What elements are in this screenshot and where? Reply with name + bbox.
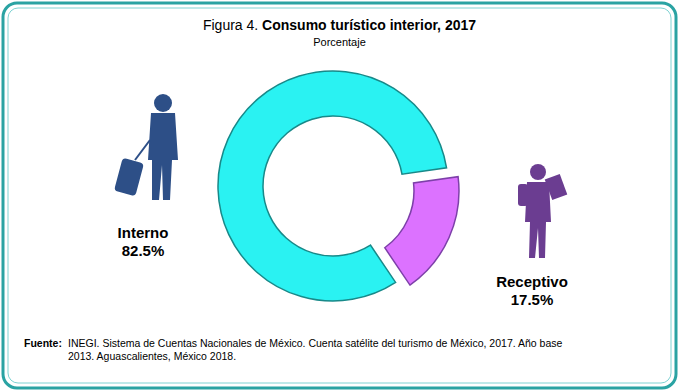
donut bbox=[218, 71, 459, 301]
icon-head bbox=[154, 94, 172, 112]
icon-suitcase bbox=[114, 158, 144, 197]
icon-traveler-right bbox=[518, 164, 567, 258]
source: Fuente: INEGI. Sistema de Cuentas Naciona… bbox=[24, 337, 563, 362]
icon-head bbox=[530, 164, 546, 180]
source-line: 2013. Aguascalientes, México 2018. bbox=[68, 350, 236, 362]
data-label: 82.5% bbox=[122, 242, 165, 259]
icon-handle bbox=[135, 140, 150, 160]
icon-body bbox=[525, 182, 551, 258]
slice-label: Receptivo17.5% bbox=[496, 273, 568, 308]
frame-outer bbox=[3, 3, 676, 388]
donut-slice bbox=[385, 177, 459, 285]
icon-map bbox=[545, 174, 568, 200]
figure-label: Figura 4. bbox=[203, 17, 258, 33]
frame-inner bbox=[8, 8, 671, 383]
title: Figura 4. Consumo turístico interior, 20… bbox=[203, 17, 476, 33]
chart-svg: Figura 4. Consumo turístico interior, 20… bbox=[0, 0, 679, 391]
category-label: Interno bbox=[118, 224, 169, 241]
slice-label: Interno82.5% bbox=[118, 224, 169, 259]
source-line: INEGI. Sistema de Cuentas Nacionales de … bbox=[68, 337, 563, 349]
data-label: 17.5% bbox=[511, 291, 554, 308]
icon-backpack bbox=[518, 184, 528, 206]
icon-body bbox=[148, 113, 178, 200]
chart-container: Figura 4. Consumo turístico interior, 20… bbox=[0, 0, 679, 391]
title-text: Consumo turístico interior, 2017 bbox=[262, 17, 476, 33]
labels: Interno82.5% Receptivo17.5% bbox=[118, 224, 568, 308]
source-label: Fuente: bbox=[24, 337, 62, 349]
icon-traveler-left bbox=[114, 94, 178, 200]
category-label: Receptivo bbox=[496, 273, 568, 290]
subtitle: Porcentaje bbox=[313, 36, 366, 48]
